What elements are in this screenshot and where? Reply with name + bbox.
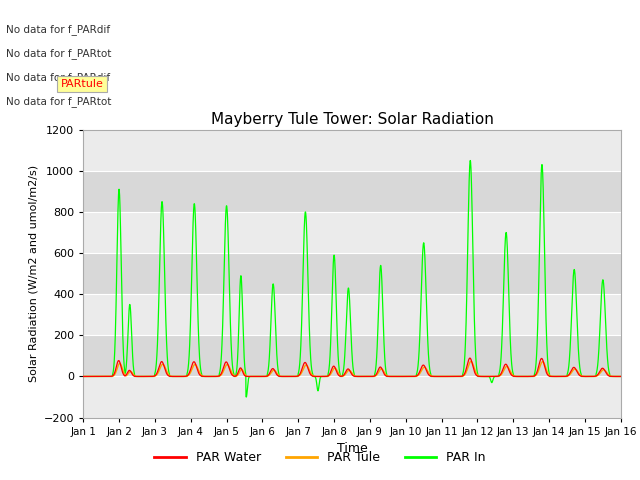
Text: No data for f_PARtot: No data for f_PARtot <box>6 48 112 59</box>
Text: No data for f_PARdif: No data for f_PARdif <box>6 72 111 83</box>
Bar <box>83 130 621 171</box>
Y-axis label: Solar Radiation (W/m2 and umol/m2/s): Solar Radiation (W/m2 and umol/m2/s) <box>28 165 38 382</box>
Text: No data for f_PARtot: No data for f_PARtot <box>6 96 112 107</box>
Text: No data for f_PARdif: No data for f_PARdif <box>6 24 111 35</box>
Bar <box>83 253 621 294</box>
Bar <box>83 294 621 336</box>
Bar <box>83 212 621 253</box>
Text: PARtule: PARtule <box>61 79 104 89</box>
Bar <box>83 171 621 212</box>
X-axis label: Time: Time <box>337 442 367 455</box>
Bar <box>83 336 621 376</box>
Legend: PAR Water, PAR Tule, PAR In: PAR Water, PAR Tule, PAR In <box>149 446 491 469</box>
Title: Mayberry Tule Tower: Solar Radiation: Mayberry Tule Tower: Solar Radiation <box>211 112 493 127</box>
Bar <box>83 376 621 418</box>
